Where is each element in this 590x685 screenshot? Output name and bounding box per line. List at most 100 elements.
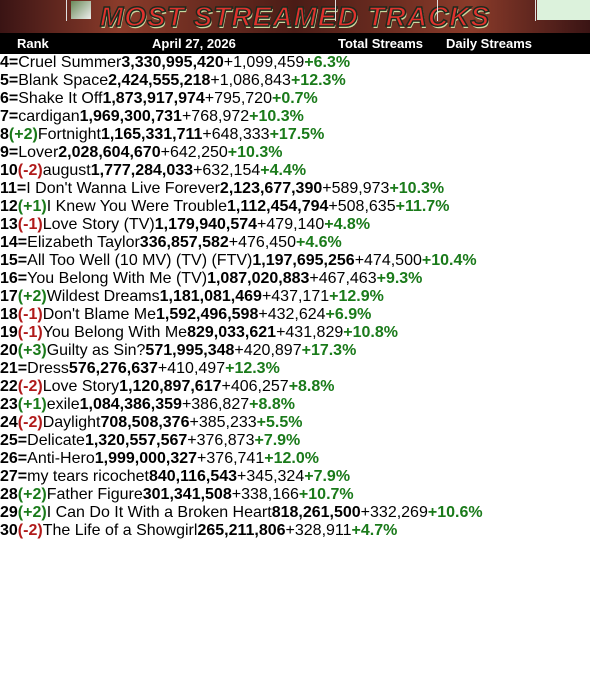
rank: 23 (0, 396, 18, 413)
separator (535, 0, 536, 21)
rank-change: (-1) (17, 306, 43, 323)
rank-change: (-2) (17, 378, 43, 395)
total-streams: 1,179,940,574 (154, 216, 258, 233)
track-title: Wildest Dreams (46, 288, 160, 305)
column-header: Total Streams (338, 36, 424, 51)
daily-change: +12.9% (329, 288, 384, 305)
rank: 6 (0, 90, 9, 107)
rank: 14 (0, 234, 18, 251)
total-streams: 1,112,454,794 (226, 198, 329, 215)
track-title: Blank Space (18, 72, 109, 89)
daily-change: +9.3% (376, 270, 423, 287)
rank-change: = (8, 144, 19, 161)
rank: 16 (0, 270, 18, 287)
daily-streams: +345,324 (237, 468, 305, 485)
track-title: Don't Blame Me (42, 306, 157, 323)
track-title: Father Figure (46, 486, 143, 503)
daily-change: +5.5% (256, 414, 303, 431)
total-streams: 571,995,348 (145, 342, 235, 359)
track-title: my tears ricochet (27, 468, 149, 485)
total-streams: 829,033,621 (187, 324, 277, 341)
table-row: 26= Anti-Hero1,999,000,327+376,741+12.0% (0, 0, 590, 468)
track-title: Lover (18, 144, 59, 161)
daily-streams: +642,250 (160, 144, 228, 161)
table-row: 8(+2) Fortnight1,165,331,711+648,333+17.5… (0, 0, 590, 144)
track-title: Daylight (42, 414, 101, 431)
daily-streams: +508,635 (328, 198, 396, 215)
track-title: Dress (27, 360, 69, 377)
rank: 26 (0, 450, 18, 467)
table-row: 4= Cruel Summer3,330,995,420+1,099,459+6.… (0, 0, 590, 72)
table-row: 30(-2) The Life of a Showgirl265,211,806+… (0, 0, 590, 540)
daily-change: +17.5% (269, 126, 325, 143)
table-row: 6= Shake It Off1,873,917,974+795,720+0.7% (0, 0, 590, 108)
rank-change: (+1) (17, 198, 47, 215)
daily-streams: +420,897 (234, 342, 302, 359)
daily-streams: +1,099,459 (223, 54, 305, 71)
daily-streams: +328,911 (285, 522, 352, 539)
total-streams: 2,424,555,218 (108, 72, 211, 89)
daily-change: +10.3% (389, 180, 445, 197)
rank: 15 (0, 252, 18, 269)
rank-change: (+3) (17, 342, 47, 359)
track-title: The Life of a Showgirl (42, 522, 198, 539)
daily-streams: +589,973 (322, 180, 390, 197)
daily-streams: +479,140 (257, 216, 325, 233)
daily-streams: +410,497 (157, 360, 226, 377)
total-streams: 265,211,806 (197, 522, 286, 539)
total-streams: 1,969,300,731 (79, 108, 182, 125)
daily-streams: +338,166 (231, 486, 299, 503)
rank-change: = (17, 360, 28, 377)
daily-streams: +467,463 (309, 270, 377, 287)
table-row: 27= my tears ricochet840,116,543+345,324+… (0, 0, 590, 486)
separator (437, 0, 438, 21)
total-streams: 1,873,917,974 (102, 90, 205, 107)
track-title: Shake It Off (18, 90, 103, 107)
rank: 28 (0, 486, 18, 503)
daily-change: +8.8% (288, 378, 335, 395)
table-row: 7= cardigan1,969,300,731+768,972+10.3% (0, 0, 590, 126)
daily-streams: +376,873 (187, 432, 255, 449)
track-title: I Can Do It With a Broken Heart (46, 504, 272, 521)
separator (335, 0, 336, 21)
thumbnail (71, 1, 91, 19)
rank-change: (+2) (17, 486, 47, 503)
daily-change: +12.3% (225, 360, 280, 377)
rank-change: = (17, 270, 28, 287)
rank-change: = (17, 252, 28, 269)
total-streams: 576,276,637 (68, 360, 158, 377)
rank: 12 (0, 198, 18, 215)
track-title: august (42, 162, 91, 179)
total-streams: 301,341,508 (142, 486, 232, 503)
track-title: Cruel Summer (18, 54, 122, 71)
title: MOST STREAMED TRACKS (99, 0, 491, 33)
table-row: 15= All Too Well (10 MV) (TV) (FTV)1,197,… (0, 0, 590, 270)
rank: 25 (0, 432, 18, 449)
track-title: cardigan (18, 108, 80, 125)
track-title: Anti-Hero (27, 450, 95, 467)
daily-streams: +406,257 (221, 378, 289, 395)
track-title: Love Story (TV) (42, 216, 155, 233)
rank-change: (-1) (17, 324, 43, 341)
track-title: Fortnight (37, 126, 101, 143)
table-row: 5= Blank Space2,424,555,218+1,086,843+12.… (0, 0, 590, 90)
table-row: 11= I Don't Wanna Live Forever2,123,677,3… (0, 0, 590, 198)
track-title: I Don't Wanna Live Forever (26, 180, 220, 197)
total-streams: 1,999,000,327 (94, 450, 198, 467)
rank-change: (-2) (17, 414, 43, 431)
table-row: 9= Lover2,028,604,670+642,250+10.3% (0, 0, 590, 162)
table-row: 25= Delicate1,320,557,567+376,873+7.9% (0, 0, 590, 450)
rank-change: = (8, 90, 19, 107)
rank: 29 (0, 504, 18, 521)
daily-change: +12.0% (264, 450, 319, 467)
table-row: 17(+2) Wildest Dreams1,181,081,469+437,17… (0, 0, 590, 306)
daily-streams: +795,720 (204, 90, 272, 107)
total-streams: 1,087,020,883 (207, 270, 310, 287)
daily-change: +8.8% (249, 396, 295, 413)
rank-change: (+2) (8, 126, 38, 143)
daily-change: +0.7% (271, 90, 318, 107)
rank: 17 (0, 288, 18, 305)
rank-change: (-1) (17, 216, 43, 233)
table-row: 22(-2) Love Story1,120,897,617+406,257+8.… (0, 0, 590, 396)
total-streams: 1,777,284,033 (90, 162, 194, 179)
